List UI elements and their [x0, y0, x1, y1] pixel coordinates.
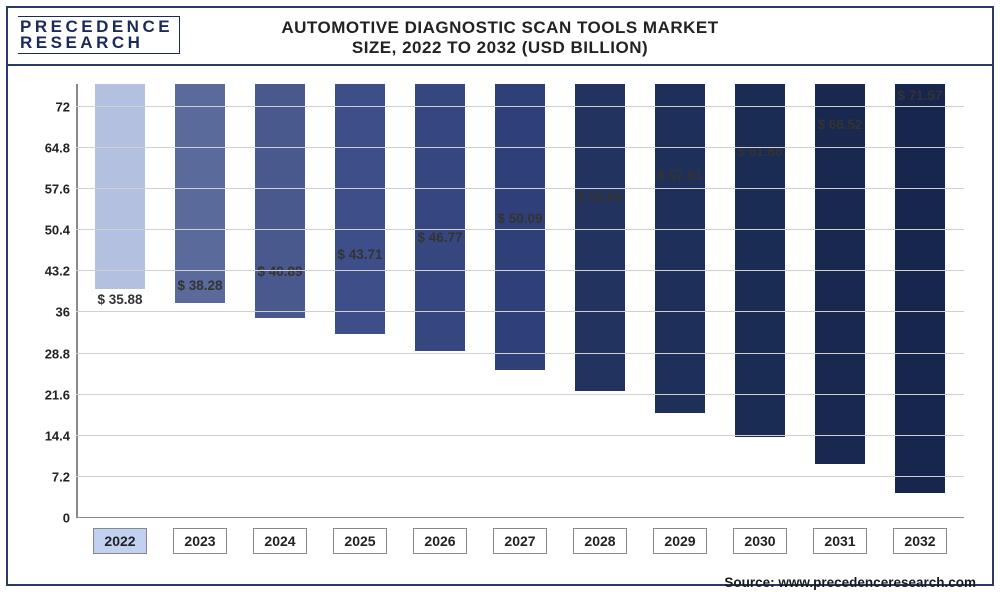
x-label-box: 2024 — [253, 528, 306, 554]
grid-line — [76, 106, 964, 107]
plot-region: 07.214.421.628.83643.250.457.664.872 $ 3… — [76, 84, 964, 518]
bar — [95, 84, 145, 289]
logo: PRECEDENCE RESEARCH — [18, 16, 180, 54]
bar-value-label: $ 57.61 — [657, 168, 702, 183]
x-axis-labels: 2022 2023 2024 2025 2026 2027 2028 2029 2030 2031… — [76, 528, 964, 554]
y-tick-label: 57.6 — [26, 182, 70, 197]
bars-container: $ 35.88 $ 38.28 $ 40.89 $ 43.71 $ 46.77 $ 50.… — [76, 84, 964, 518]
x-label-box: 2030 — [733, 528, 786, 554]
x-label-box: 2023 — [173, 528, 226, 554]
x-label: 2025 — [320, 528, 400, 554]
bar-slot: $ 43.71 — [320, 84, 400, 518]
y-tick-label: 14.4 — [26, 428, 70, 443]
bar-slot: $ 35.88 — [80, 84, 160, 518]
bar — [655, 84, 705, 413]
bar-slot: $ 57.61 — [640, 84, 720, 518]
bar-slot: $ 38.28 — [160, 84, 240, 518]
x-label-box: 2029 — [653, 528, 706, 554]
bar — [335, 84, 385, 334]
x-label-box: 2027 — [493, 528, 546, 554]
bar-value-label: $ 71.57 — [897, 88, 942, 103]
y-axis: 07.214.421.628.83643.250.457.664.872 — [26, 84, 70, 518]
grid-line — [76, 394, 964, 395]
bar-slot: $ 50.09 — [480, 84, 560, 518]
y-tick-label: 0 — [26, 511, 70, 526]
x-label-box: 2026 — [413, 528, 466, 554]
y-tick-label: 21.6 — [26, 387, 70, 402]
chart-area: 0 7.2 14.4 21.6 28.8 36 43.2 50.4 57.6 64.8 72 $ 3… — [8, 66, 992, 558]
bar-value-label: $ 50.09 — [497, 211, 542, 226]
bar-value-label: $ 53.69 — [577, 190, 622, 205]
bar-value-label: $ 43.71 — [337, 247, 382, 262]
chart-frame: PRECEDENCE RESEARCH AUTOMOTIVE DIAGNOSTI… — [6, 6, 994, 586]
logo-text: PRECEDENCE RESEARCH — [18, 16, 180, 54]
bar-value-label: $ 66.52 — [817, 117, 862, 132]
y-tick-label: 28.8 — [26, 346, 70, 361]
y-tick-label: 36 — [26, 305, 70, 320]
grid-line — [76, 435, 964, 436]
footer-space: Source: www.precedenceresearch.com — [8, 558, 992, 584]
x-label-box: 2031 — [813, 528, 866, 554]
y-tick-label: 72 — [26, 99, 70, 114]
x-label: 2027 — [480, 528, 560, 554]
x-label-box: 2025 — [333, 528, 386, 554]
bar-value-label: $ 38.28 — [177, 278, 222, 293]
x-label: 2026 — [400, 528, 480, 554]
x-label: 2032 — [880, 528, 960, 554]
bar-value-label: $ 61.88 — [737, 144, 782, 159]
x-label: 2029 — [640, 528, 720, 554]
x-label: 2028 — [560, 528, 640, 554]
grid-line — [76, 476, 964, 477]
y-tick-label: 64.8 — [26, 140, 70, 155]
bar — [495, 84, 545, 370]
grid-line — [76, 311, 964, 312]
bar — [735, 84, 785, 437]
grid-line — [76, 270, 964, 271]
bar-slot: $ 46.77 — [400, 84, 480, 518]
grid-line — [76, 229, 964, 230]
y-tick-label: 43.2 — [26, 264, 70, 279]
x-label: 2031 — [800, 528, 880, 554]
bar — [575, 84, 625, 391]
grid-line — [76, 147, 964, 148]
x-label-box: 2032 — [893, 528, 946, 554]
bar — [255, 84, 305, 318]
x-label: 2022 — [80, 528, 160, 554]
source-text: Source: www.precedenceresearch.com — [724, 575, 976, 590]
y-tick-label: 7.2 — [26, 469, 70, 484]
bar — [895, 84, 945, 493]
grid-line — [76, 353, 964, 354]
bar-slot: $ 66.52 — [800, 84, 880, 518]
y-tick-label: 50.4 — [26, 223, 70, 238]
x-label-box: 2022 — [93, 528, 146, 554]
bar-slot: $ 53.69 — [560, 84, 640, 518]
bar-value-label: $ 46.77 — [417, 230, 462, 245]
bar-value-label: $ 35.88 — [97, 292, 142, 307]
grid-line — [76, 188, 964, 189]
bar — [815, 84, 865, 464]
bar-slot: $ 71.57 — [880, 84, 960, 518]
x-label: 2024 — [240, 528, 320, 554]
x-label: 2030 — [720, 528, 800, 554]
x-label: 2023 — [160, 528, 240, 554]
bar-slot: $ 61.88 — [720, 84, 800, 518]
bar-slot: $ 40.89 — [240, 84, 320, 518]
x-label-box: 2028 — [573, 528, 626, 554]
logo-line2: RESEARCH — [20, 35, 173, 51]
